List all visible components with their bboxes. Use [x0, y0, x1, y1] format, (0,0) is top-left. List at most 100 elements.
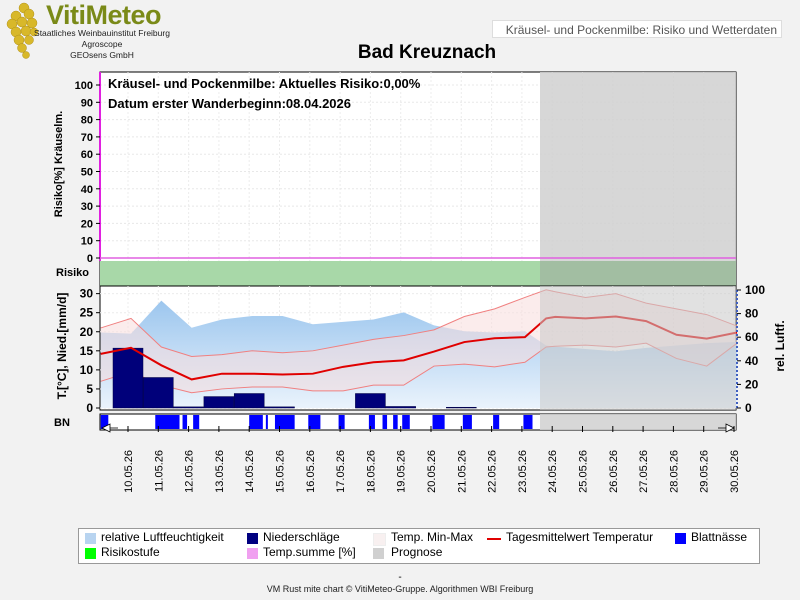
weather-yticks-left: 0 5 10 15 20 25 30	[80, 287, 100, 415]
x-tick-label: 29.05.26	[699, 450, 711, 493]
legend-label-forecast: Prognose	[391, 545, 443, 559]
leaf-wetness-bar	[523, 415, 533, 429]
legend-label-temp-minmax: Temp. Min-Max	[391, 530, 474, 544]
weather-forecast-shade	[540, 286, 736, 410]
risk-band-label: Risiko	[56, 267, 89, 279]
weather-ylabel-right: rel. Luftf.	[773, 320, 787, 371]
logo-line-1: Staatliches Weinbauinstitut Freiburg	[34, 28, 170, 38]
precip-bar	[264, 406, 295, 409]
weather-ytick-right-label: 20	[745, 377, 759, 391]
risk-ytick-label: 50	[81, 167, 93, 179]
leaf-wetness-bars	[100, 415, 533, 429]
x-tick-label: 22.05.26	[487, 450, 499, 493]
risk-ytick-label: 30	[81, 201, 93, 213]
weather-ytick-left-label: 15	[80, 344, 94, 358]
precip-bar	[355, 393, 386, 409]
x-tick-label: 14.05.26	[244, 450, 256, 493]
x-tick-label: 12.05.26	[184, 450, 196, 493]
weather-ytick-left-label: 5	[86, 382, 93, 396]
risk-forecast-shade	[540, 72, 736, 286]
weather-ytick-right-label: 80	[745, 307, 759, 321]
legend-label-precip: Niederschläge	[263, 530, 340, 544]
precip-bar	[112, 347, 144, 409]
leaf-wetness-bar	[100, 415, 109, 429]
precipitation-bars	[112, 347, 477, 409]
x-tick-label: 10.05.26	[123, 450, 135, 493]
x-tick-label: 20.05.26	[426, 450, 438, 493]
footer-credit: VM Rust mite chart © VitiMeteo-Gruppe. A…	[266, 584, 534, 594]
risk-ytick-label: 100	[75, 80, 93, 92]
x-tick-label: 11.05.26	[153, 450, 165, 492]
legend-swatch-risk-level	[85, 548, 96, 559]
footer-dash: -	[398, 572, 402, 583]
leaf-wetness-bar	[338, 415, 345, 429]
risk-ytick-label: 70	[81, 132, 93, 144]
x-tick-label: 24.05.26	[547, 450, 559, 493]
x-tick-label: 23.05.26	[517, 450, 529, 493]
x-tick-label: 30.05.26	[729, 450, 741, 493]
legend-swatch-leaf-wetness	[675, 533, 686, 544]
scroll-left-arrow[interactable]	[101, 423, 118, 433]
scroll-right-arrow[interactable]	[718, 423, 735, 433]
risk-yticks: 0 10 20 30 40 50 60 70 80 90 100	[75, 80, 100, 265]
risk-ytick-label: 40	[81, 184, 93, 196]
legend-swatch-temp-mean	[487, 538, 501, 540]
weather-ytick-right-label: 100	[745, 283, 765, 297]
legend-swatch-temp-sum	[247, 548, 258, 559]
weather-ytick-right-label: 0	[745, 401, 752, 415]
precip-bar	[173, 406, 204, 409]
leaf-wetness-bar	[462, 415, 472, 429]
x-tick-labels: 10.05.26 11.05.26 12.05.26 13.05.26 14.05.26…	[123, 450, 741, 493]
weather-ytick-left-label: 30	[80, 287, 94, 301]
legend-label-temp-mean: Tagesmittelwert Temperatur	[506, 530, 654, 544]
risk-info-line-1: Kräusel- und Pockenmilbe: Aktuelles Risi…	[108, 76, 421, 91]
logo-line-3: GEOsens GmbH	[70, 50, 134, 60]
weather-ylabel-left: T.[°C], Nied.[mm/d]	[55, 293, 69, 400]
leaf-wetness-bar	[382, 415, 388, 429]
leaf-wetness-bar	[155, 415, 180, 429]
risk-level-band-forecast	[540, 261, 736, 286]
legend-label-risk-level: Risikostufe	[101, 545, 160, 559]
leaf-wetness-bar	[402, 415, 410, 429]
leaf-wetness-bar	[432, 415, 445, 429]
legend-label-leaf-wetness: Blattnässe	[691, 530, 748, 544]
station-title: Bad Kreuznach	[357, 42, 497, 63]
weather-ytick-left-label: 0	[86, 401, 93, 415]
weather-ytick-left-label: 25	[80, 306, 94, 320]
weather-ytick-left-label: 20	[80, 325, 94, 339]
risk-ytick-label: 90	[81, 97, 93, 109]
legend-swatch-forecast	[373, 548, 384, 559]
weather-ytick-right-label: 40	[745, 354, 759, 368]
risk-ytick-label: 20	[81, 218, 93, 230]
leaf-wetness-bar	[249, 415, 263, 429]
precip-bar	[143, 377, 174, 409]
leaf-wetness-bar	[308, 415, 321, 429]
precip-bar	[446, 406, 477, 409]
risk-ytick-label: 10	[81, 236, 93, 248]
x-tick-label: 17.05.26	[335, 450, 347, 493]
legend-swatch-temp-minmax	[373, 533, 386, 546]
x-tick-label: 18.05.26	[365, 450, 377, 493]
logo-text: VitiMeteo	[46, 0, 162, 30]
page-banner: Kräusel- und Pockenmilbe: Risiko und Wet…	[492, 20, 782, 38]
legend-swatch-precip	[247, 533, 258, 544]
x-tick-label: 16.05.26	[305, 450, 317, 493]
leaf-wetness-bar	[393, 415, 398, 429]
logo-icon	[4, 2, 44, 62]
weather-yticks-right: 0 20 40 60 80 100	[737, 283, 765, 415]
leaf-wetness-bar	[265, 415, 268, 429]
precip-bar	[385, 406, 416, 409]
legend: relative Luftfeuchtigkeit Niederschläge …	[78, 528, 760, 564]
precip-bar	[233, 393, 265, 409]
leaf-wetness-bar	[368, 415, 375, 429]
precip-bar	[203, 396, 235, 409]
weather-ytick-left-label: 10	[80, 363, 94, 377]
weather-ytick-right-label: 60	[745, 330, 759, 344]
x-tick-label: 28.05.26	[668, 450, 680, 493]
x-tick-label: 13.05.26	[214, 450, 226, 493]
legend-swatch-humidity	[85, 533, 96, 544]
x-tick-label: 26.05.26	[608, 450, 620, 493]
leaf-wetness-bar	[274, 415, 295, 429]
legend-label-humidity: relative Luftfeuchtigkeit	[101, 530, 224, 544]
